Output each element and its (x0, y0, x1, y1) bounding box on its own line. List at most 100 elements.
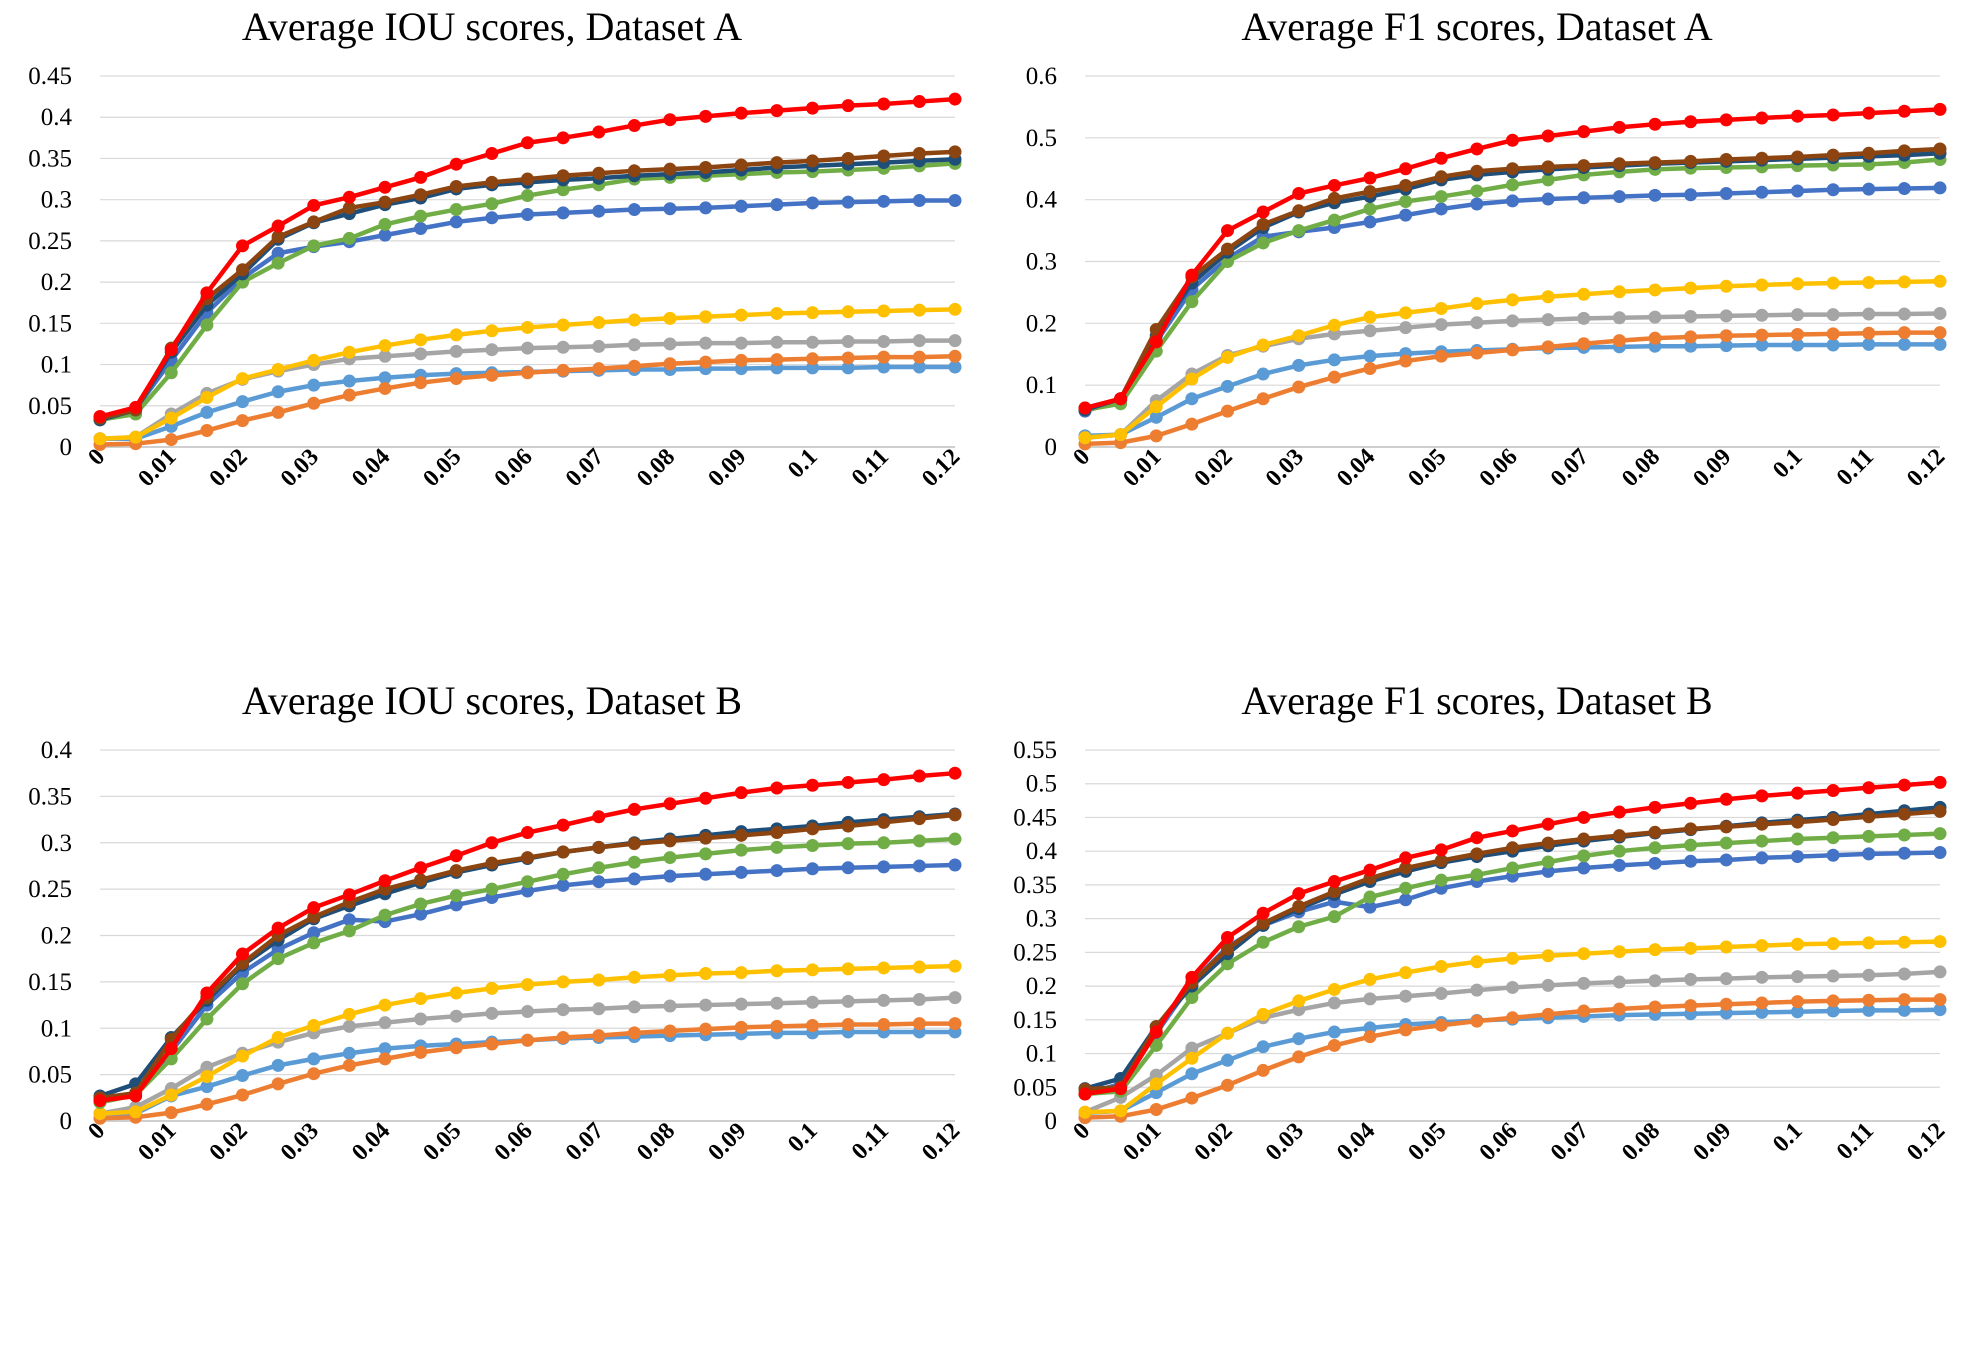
data-point (663, 162, 677, 176)
data-point (1933, 846, 1947, 860)
data-point (449, 898, 463, 912)
data-point (734, 828, 748, 842)
data-point (1149, 400, 1163, 414)
y-tick-label: 0.45 (28, 63, 72, 90)
data-point (449, 849, 463, 863)
data-point (307, 926, 321, 940)
data-point (1755, 996, 1769, 1010)
data-point (1078, 431, 1092, 445)
y-tick-label: 0.6 (1026, 63, 1057, 90)
data-point (734, 1020, 748, 1034)
data-point (1221, 957, 1234, 971)
data-point (806, 101, 819, 115)
data-point (1541, 129, 1555, 143)
data-point (271, 230, 285, 244)
data-point (1826, 783, 1840, 797)
data-point (663, 1024, 677, 1038)
data-point (1755, 834, 1769, 848)
data-point (1221, 255, 1234, 268)
series-line (1082, 342, 1943, 439)
data-point (734, 786, 748, 800)
data-point (1684, 854, 1698, 868)
data-point (1363, 324, 1377, 338)
data-point (1897, 337, 1911, 351)
data-point (841, 195, 855, 209)
data-point (236, 1049, 249, 1063)
data-point (734, 158, 748, 172)
data-point (1755, 851, 1769, 865)
data-point (734, 865, 748, 879)
data-point (806, 352, 819, 366)
data-point (342, 345, 356, 359)
data-point (1363, 890, 1377, 904)
data-point (93, 409, 107, 423)
data-point (1078, 1105, 1092, 1119)
data-point (699, 791, 713, 805)
data-point (806, 839, 819, 853)
data-point (1862, 337, 1876, 351)
data-point (1327, 213, 1341, 227)
data-point (627, 855, 641, 869)
data-point (734, 308, 748, 322)
data-point (1541, 1007, 1555, 1021)
data-point (877, 836, 891, 850)
data-point (1862, 182, 1876, 196)
data-point (342, 231, 356, 245)
data-point (129, 1105, 143, 1119)
data-point (1897, 967, 1911, 981)
data-point (1506, 951, 1519, 965)
data-point (1755, 338, 1769, 352)
data-point (1363, 171, 1377, 185)
data-point (521, 136, 534, 150)
data-point (1862, 326, 1876, 340)
data-point (1791, 832, 1804, 846)
series-gray (1078, 965, 1947, 1119)
data-point (1256, 338, 1270, 352)
data-point (1470, 197, 1484, 211)
data-point (912, 960, 926, 974)
data-point (912, 992, 926, 1006)
data-point (841, 99, 855, 113)
series-line (1082, 850, 1943, 1097)
y-tick-label: 0.2 (1026, 310, 1057, 337)
data-point (1399, 321, 1413, 335)
data-point (271, 385, 285, 399)
data-point (1292, 920, 1306, 934)
data-point (877, 815, 891, 829)
data-point (414, 188, 428, 202)
data-point (1470, 868, 1484, 882)
data-point (271, 256, 285, 270)
y-tick-label: 0.45 (1013, 804, 1057, 831)
data-point (770, 335, 784, 349)
data-point (1506, 824, 1519, 838)
data-point (378, 381, 392, 395)
data-point (1292, 887, 1306, 901)
series-gray (1078, 306, 1947, 445)
data-point (1755, 939, 1769, 953)
data-point (1292, 329, 1306, 343)
data-point (877, 304, 891, 318)
data-point (592, 973, 606, 987)
data-point (1541, 836, 1555, 850)
data-point (1506, 194, 1519, 208)
data-point (1221, 379, 1234, 393)
data-point (1648, 310, 1662, 324)
data-point (627, 359, 641, 373)
series-green (1078, 152, 1947, 417)
data-point (1185, 268, 1199, 282)
data-point (414, 861, 428, 875)
data-point (556, 340, 570, 354)
data-point (1719, 113, 1733, 127)
data-point (556, 183, 570, 197)
data-point (1684, 339, 1698, 353)
data-point (485, 146, 499, 160)
data-point (378, 217, 392, 231)
data-point (307, 239, 321, 253)
data-point (877, 97, 891, 111)
data-point (1897, 307, 1911, 321)
data-point (1648, 1000, 1662, 1014)
x-tick-label: 0.07 (1546, 1118, 1594, 1166)
data-point (200, 986, 214, 1000)
data-point (1791, 850, 1804, 864)
data-point (1434, 202, 1448, 216)
